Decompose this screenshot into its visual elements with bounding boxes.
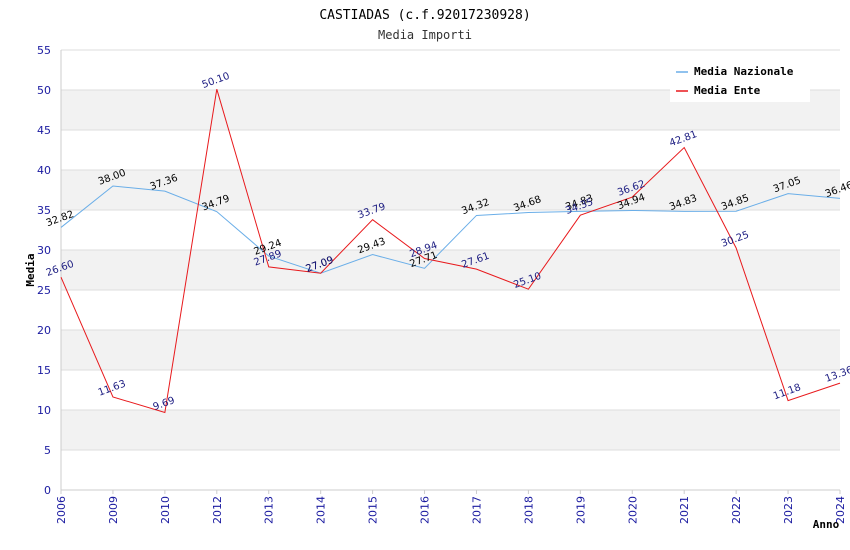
legend: Media Nazionale Media Ente <box>670 60 810 102</box>
x-tick-label: 2017 <box>470 496 483 524</box>
y-tick-label: 50 <box>37 84 51 97</box>
y-tick-label: 10 <box>37 404 51 417</box>
x-tick-label: 2009 <box>107 496 120 524</box>
y-tick-label: 45 <box>37 124 51 137</box>
chart-title: CASTIADAS (c.f.92017230928) <box>319 8 530 23</box>
grid-band <box>61 330 840 370</box>
grid-band <box>61 370 840 410</box>
x-tick-label: 2006 <box>55 496 68 524</box>
y-tick-labels: 0 5 10 15 20 25 30 35 40 45 50 55 <box>37 44 51 497</box>
x-tick-label: 2015 <box>367 496 380 524</box>
grid-band <box>61 210 840 250</box>
series-lines <box>60 89 841 414</box>
x-tick-labels: 2006 2009 2010 2012 2013 2014 2015 2016 2017 2018… <box>55 490 847 524</box>
chart-subtitle: Media Importi <box>378 28 472 42</box>
axes <box>60 50 840 491</box>
grid-band <box>61 250 840 290</box>
x-tick-label: 2016 <box>419 496 432 524</box>
series-line-media-ente <box>60 89 841 414</box>
y-tick-label: 15 <box>37 364 51 377</box>
legend-box <box>670 60 810 102</box>
y-tick-label: 5 <box>44 444 51 457</box>
grid-band <box>61 170 840 210</box>
grid-bands <box>61 50 840 490</box>
legend-label-media-nazionale: Media Nazionale <box>694 65 794 78</box>
x-tick-label: 2024 <box>834 496 847 524</box>
y-tick-label: 0 <box>44 484 51 497</box>
grid-band <box>61 450 840 490</box>
grid-band <box>61 290 840 330</box>
x-tick-label: 2021 <box>678 496 691 524</box>
y-tick-label: 35 <box>37 204 51 217</box>
x-tick-label: 2012 <box>211 496 224 524</box>
y-tick-label: 40 <box>37 164 51 177</box>
y-tick-label: 30 <box>37 244 51 257</box>
grid-band <box>61 410 840 450</box>
grid-band <box>61 130 840 170</box>
x-tick-label: 2014 <box>315 496 328 524</box>
y-tick-label: 20 <box>37 324 51 337</box>
y-tick-label: 25 <box>37 284 51 297</box>
x-tick-label: 2023 <box>782 496 795 524</box>
x-tick-label: 2010 <box>159 496 172 524</box>
x-tick-label: 2022 <box>730 496 743 524</box>
x-axis-title: Anno <box>813 518 840 531</box>
y-axis-title: Media <box>24 253 37 286</box>
x-tick-label: 2019 <box>574 496 587 524</box>
x-tick-label: 2018 <box>522 496 535 524</box>
legend-label-media-ente: Media Ente <box>694 84 761 97</box>
x-tick-label: 2013 <box>263 496 276 524</box>
x-tick-label: 2020 <box>626 496 639 524</box>
y-tick-label: 55 <box>37 44 51 57</box>
series-line-media-nazionale <box>60 185 841 274</box>
